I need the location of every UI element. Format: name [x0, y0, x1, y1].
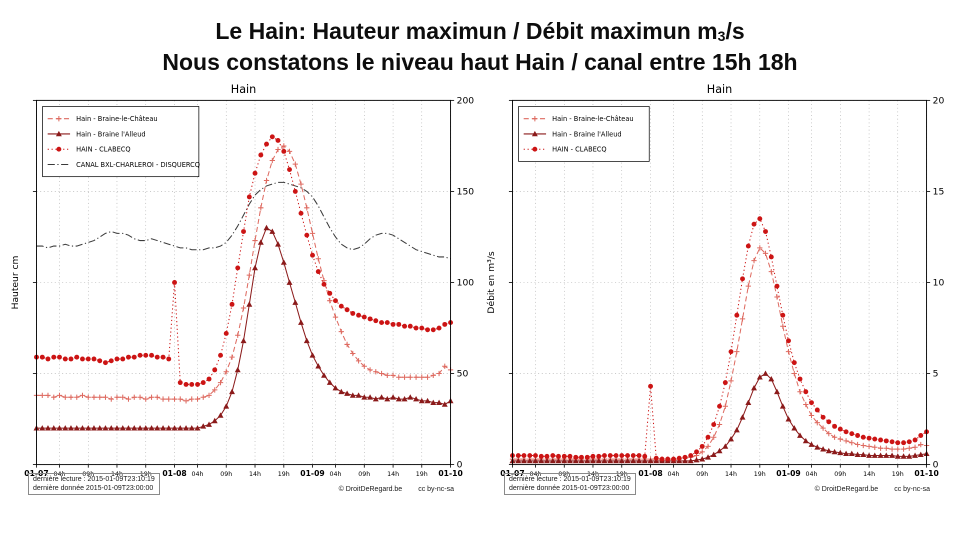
svg-text:19h: 19h: [616, 471, 628, 478]
svg-text:19h: 19h: [416, 471, 428, 478]
svg-text:04h: 04h: [192, 471, 204, 478]
legend-entry-hain-clabecq: HAIN - CLABECQ: [523, 146, 607, 154]
data-stamp: dernière lecture : 2015-01-09T23:10:19 d…: [504, 473, 636, 496]
svg-text:Hain - Braine l'Alleud: Hain - Braine l'Alleud: [552, 130, 621, 138]
svg-text:09h: 09h: [220, 471, 232, 478]
svg-text:HAIN - CLABECQ: HAIN - CLABECQ: [76, 146, 130, 154]
svg-text:09h: 09h: [358, 471, 370, 478]
svg-text:19h: 19h: [754, 471, 766, 478]
series-canal-bxl-charleroi-disquercq: [36, 181, 451, 260]
svg-text:0: 0: [457, 461, 463, 471]
legend-entry-hain-braine-l-alleud: Hain - Braine l'Alleud: [47, 130, 146, 138]
svg-text:04h: 04h: [668, 471, 680, 478]
data-stamp: dernière lecture : 2015-01-09T23:10:19 d…: [28, 473, 160, 496]
svg-text:09h: 09h: [696, 471, 708, 478]
legend-entry-canal-bxl-charleroi-disquercq: CANAL BXL-CHARLEROI - DISQUERCQ: [47, 161, 200, 169]
credit: © DroitDeRegard.be cc by-nc-sa: [815, 486, 930, 495]
right-chart-panel: 01-07 04h 09h 14h 19h 01-08 04h 09h 14h 19h 01-09 0…: [484, 80, 952, 496]
svg-text:01-09: 01-09: [776, 469, 800, 478]
stamp-donnee: dernière donnée 2015-01-09T23:00:00: [33, 485, 154, 493]
series-hain-braine-le-ch-teau: [33, 143, 454, 404]
svg-text:HAIN - CLABECQ: HAIN - CLABECQ: [552, 146, 606, 154]
svg-text:150: 150: [457, 188, 475, 198]
svg-text:19h: 19h: [278, 471, 290, 478]
svg-text:50: 50: [457, 370, 469, 380]
left-chart-panel: 01-07 04h 09h 14h 19h 01-08 04h 09h 14h 19h 01-09 0…: [8, 80, 476, 496]
y-axis-label: Débit en m³/s: [486, 251, 497, 313]
series-hain-braine-l-alleud: [509, 370, 930, 464]
svg-text:100: 100: [457, 279, 475, 289]
chart-title: Hain: [231, 83, 256, 96]
y-axis-ticks: 0 50 100 150 200: [32, 97, 475, 471]
svg-text:19h: 19h: [892, 471, 904, 478]
credit-site: © DroitDeRegard.be: [338, 486, 403, 494]
svg-text:Hain - Braine-le-Château: Hain - Braine-le-Château: [552, 115, 633, 123]
svg-text:20: 20: [933, 97, 945, 107]
svg-text:0: 0: [933, 461, 939, 471]
stamp-lecture: dernière lecture : 2015-01-09T23:10:19: [33, 476, 155, 484]
svg-text:09h: 09h: [82, 471, 94, 478]
legend: Hain - Braine-le-Château Hain - Braine l'…: [42, 106, 200, 178]
svg-text:200: 200: [457, 97, 475, 107]
series-hain-braine-l-alleud: [33, 224, 454, 431]
svg-text:01-09: 01-09: [300, 469, 324, 478]
title-line-2: Nous constatons le niveau haut Hain / ca…: [162, 49, 798, 76]
hauteur-chart: 01-07 04h 09h 14h 19h 01-08 04h 09h 14h 19h 01-09 0…: [11, 83, 475, 478]
stamp-lecture: dernière lecture : 2015-01-09T23:10:19: [509, 476, 631, 484]
right-chart-footer: dernière lecture : 2015-01-09T23:10:19 d…: [484, 473, 952, 496]
svg-text:04h: 04h: [529, 471, 541, 478]
svg-text:01-10: 01-10: [914, 469, 938, 478]
svg-text:Hain - Braine l'Alleud: Hain - Braine l'Alleud: [76, 130, 145, 138]
credit: © DroitDeRegard.be cc by-nc-sa: [339, 486, 454, 495]
svg-text:04h: 04h: [805, 471, 817, 478]
series-hain-clabecq: [34, 134, 454, 387]
stamp-donnee: dernière donnée 2015-01-09T23:00:00: [509, 485, 630, 493]
svg-text:CANAL BXL-CHARLEROI - DISQUERC: CANAL BXL-CHARLEROI - DISQUERCQ: [76, 161, 200, 169]
legend-entry-hain-clabecq: HAIN - CLABECQ: [47, 146, 131, 154]
y-axis-label: Hauteur cm: [11, 256, 21, 310]
svg-text:14h: 14h: [387, 471, 399, 478]
svg-text:15: 15: [933, 188, 945, 198]
svg-text:14h: 14h: [587, 471, 599, 478]
charts-row: 01-07 04h 09h 14h 19h 01-08 04h 09h 14h 19h 01-09 0…: [0, 80, 960, 496]
left-chart-footer: dernière lecture : 2015-01-09T23:10:19 d…: [8, 473, 476, 496]
legend-entry-hain-braine-le-ch-teau: Hain - Braine-le-Château: [523, 115, 634, 123]
legend-entry-hain-braine-le-ch-teau: Hain - Braine-le-Château: [47, 115, 158, 123]
title-line-1: Le Hain: Hauteur maximun / Débit maximun…: [215, 18, 745, 44]
svg-text:14h: 14h: [111, 471, 123, 478]
svg-text:09h: 09h: [558, 471, 570, 478]
svg-text:5: 5: [933, 370, 939, 380]
legend-entry-hain-braine-l-alleud: Hain - Braine l'Alleud: [523, 130, 622, 138]
svg-text:14h: 14h: [863, 471, 875, 478]
svg-text:14h: 14h: [249, 471, 261, 478]
svg-text:04h: 04h: [329, 471, 341, 478]
debit-chart: 01-07 04h 09h 14h 19h 01-08 04h 09h 14h 19h 01-09 0…: [486, 83, 945, 478]
series-hain-clabecq: [510, 216, 930, 462]
slide-title: Le Hain: Hauteur maximun / Débit maximun…: [0, 0, 960, 78]
svg-text:14h: 14h: [725, 471, 737, 478]
svg-text:04h: 04h: [53, 471, 65, 478]
svg-text:01-10: 01-10: [438, 469, 462, 478]
svg-text:Hain - Braine-le-Château: Hain - Braine-le-Château: [76, 115, 157, 123]
chart-title: Hain: [707, 83, 732, 96]
y-axis-ticks: 0 5 10 15 20: [508, 97, 945, 471]
title-sub-3: 3: [717, 28, 726, 44]
credit-site: © DroitDeRegard.be: [814, 486, 879, 494]
credit-license: cc by-nc-sa: [894, 486, 930, 494]
svg-text:10: 10: [933, 279, 945, 289]
svg-text:19h: 19h: [140, 471, 152, 478]
svg-text:01-08: 01-08: [162, 469, 186, 478]
legend: Hain - Braine-le-Château Hain - Braine l'…: [518, 106, 650, 162]
svg-text:01-08: 01-08: [638, 469, 662, 478]
svg-text:09h: 09h: [834, 471, 846, 478]
credit-license: cc by-nc-sa: [418, 486, 454, 494]
